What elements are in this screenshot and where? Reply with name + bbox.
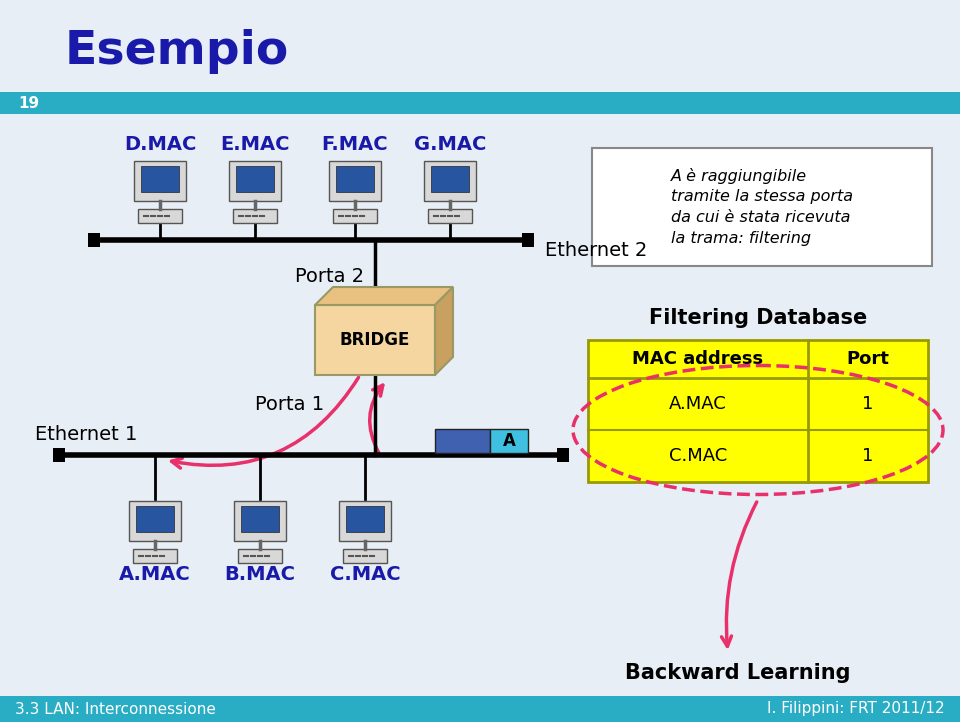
Text: F.MAC: F.MAC [322, 136, 388, 155]
Bar [522, 233, 534, 247]
Text: A è raggiungibile
tramite la stessa porta
da cui è stata ricevuta
la trama: filt: A è raggiungibile tramite la stessa port… [671, 168, 853, 246]
Text: B.MAC: B.MAC [225, 565, 296, 585]
Bar [0, 92, 68, 114]
Bar [431, 166, 469, 192]
Bar [333, 209, 377, 223]
Bar [136, 506, 174, 532]
Bar [424, 161, 476, 201]
Bar [588, 340, 928, 482]
Text: Port: Port [847, 350, 889, 368]
Bar [329, 161, 381, 201]
Bar [0, 696, 960, 722]
Text: E.MAC: E.MAC [220, 136, 290, 155]
Text: D.MAC: D.MAC [124, 136, 196, 155]
Text: Filtering Database: Filtering Database [649, 308, 867, 328]
Bar [0, 92, 960, 114]
Bar [133, 549, 177, 563]
Bar [490, 429, 528, 453]
Bar [336, 166, 374, 192]
Bar [238, 549, 282, 563]
Bar [343, 549, 387, 563]
Text: 1: 1 [862, 447, 874, 465]
Bar [346, 506, 384, 532]
Bar [134, 161, 186, 201]
Bar [141, 166, 179, 192]
Bar [315, 305, 435, 375]
Text: Porta 2: Porta 2 [295, 266, 364, 285]
Text: I. Filippini: FRT 2011/12: I. Filippini: FRT 2011/12 [767, 702, 945, 716]
Bar [138, 209, 182, 223]
Bar [435, 429, 490, 453]
Polygon shape [435, 287, 453, 375]
Text: Ethernet 2: Ethernet 2 [545, 240, 647, 259]
Bar [428, 209, 472, 223]
Text: A: A [503, 432, 516, 450]
Text: 1: 1 [862, 395, 874, 413]
Text: Backward Learning: Backward Learning [625, 663, 851, 683]
Bar [88, 233, 100, 247]
Polygon shape [315, 287, 453, 305]
Text: BRIDGE: BRIDGE [340, 331, 410, 349]
Text: A.MAC: A.MAC [669, 395, 727, 413]
Text: Porta 1: Porta 1 [255, 396, 324, 414]
Bar [241, 506, 279, 532]
Bar [592, 148, 932, 266]
Bar [129, 501, 181, 541]
Bar [53, 448, 65, 462]
Bar [339, 501, 391, 541]
Text: G.MAC: G.MAC [414, 136, 486, 155]
Text: MAC address: MAC address [633, 350, 763, 368]
Bar [236, 166, 274, 192]
Bar [234, 501, 286, 541]
Bar [233, 209, 277, 223]
Text: Esempio: Esempio [65, 30, 289, 74]
Text: A.MAC: A.MAC [119, 565, 191, 585]
Text: C.MAC: C.MAC [669, 447, 727, 465]
Text: Ethernet 1: Ethernet 1 [35, 425, 137, 445]
Bar [557, 448, 569, 462]
Bar [229, 161, 281, 201]
Text: 3.3 LAN: Interconnessione: 3.3 LAN: Interconnessione [15, 702, 216, 716]
Text: 19: 19 [18, 95, 39, 110]
Text: C.MAC: C.MAC [329, 565, 400, 585]
